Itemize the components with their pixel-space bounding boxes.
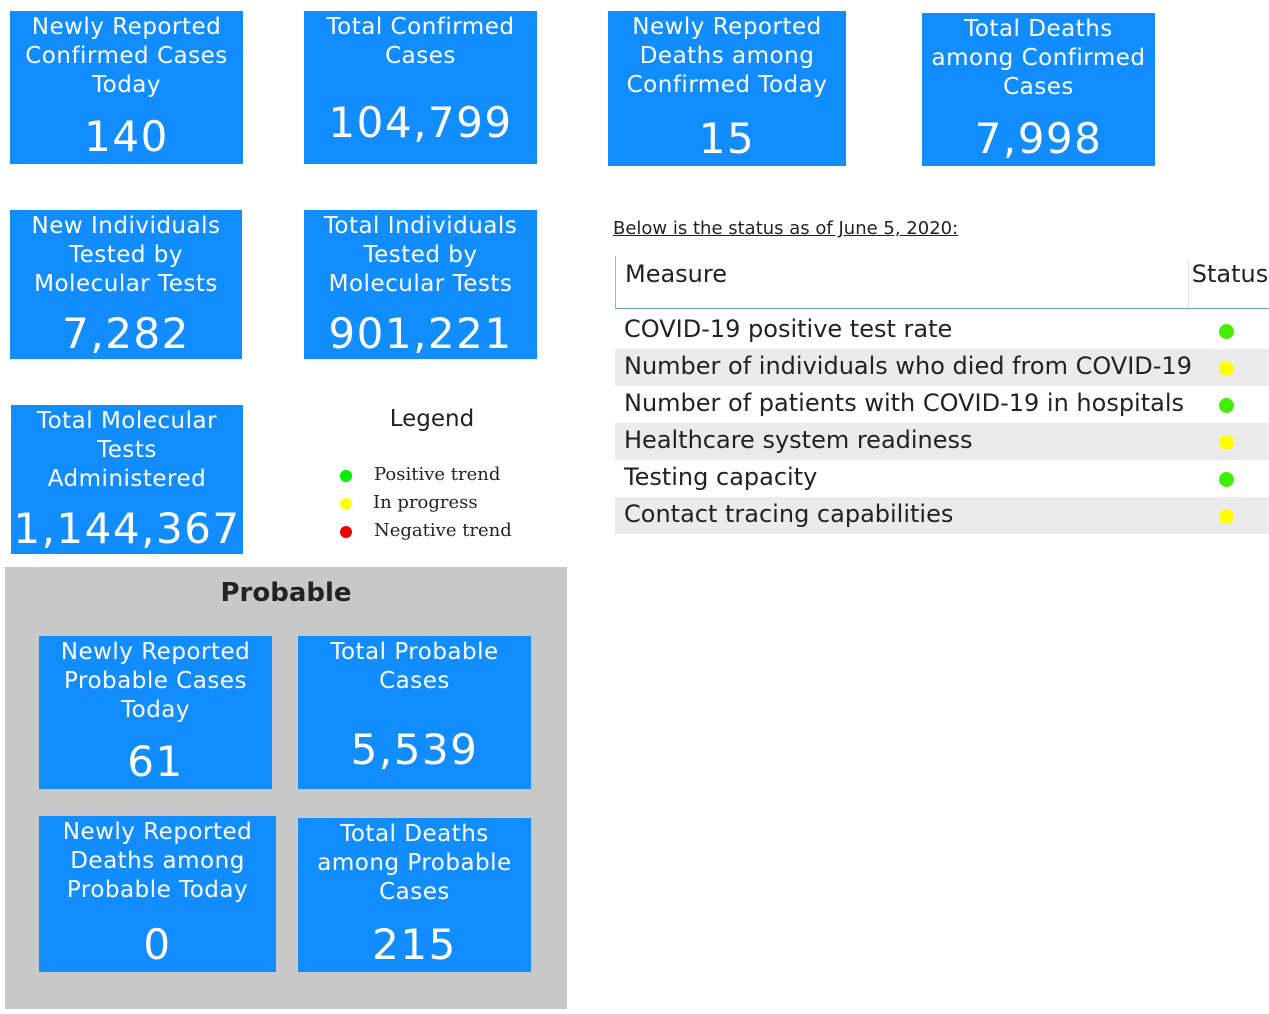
legend-title: Legend [389, 406, 475, 432]
status-dot-icon [1219, 509, 1234, 524]
status-dot-icon [1219, 472, 1234, 487]
kpi-card-total-deaths-confirmed: Total Deaths among Confirmed Cases 7,998 [922, 13, 1155, 166]
kpi-card-total-confirmed: Total Confirmed Cases 104,799 [304, 11, 537, 164]
kpi-value: 15 [698, 114, 756, 163]
kpi-card-new-deaths-confirmed: Newly Reported Deaths among Confirmed To… [608, 11, 846, 166]
legend-label: In progress [373, 492, 478, 513]
kpi-label: Total Probable Cases [330, 639, 499, 694]
kpi-value: 7,282 [62, 309, 190, 358]
legend-label: Negative trend [374, 520, 512, 541]
kpi-value: 215 [372, 920, 457, 969]
measure-cell: Testing capacity [624, 463, 818, 491]
kpi-card-total-probable: Total Probable Cases 5,539 [298, 636, 531, 789]
table-row: Testing capacity [615, 460, 1269, 497]
measure-cell: Number of patients with COVID-19 in hosp… [624, 389, 1185, 417]
kpi-value: 7,998 [974, 114, 1103, 163]
red-dot-icon [340, 526, 352, 538]
kpi-label: Newly Reported Deaths among Probable Tod… [62, 819, 253, 903]
kpi-value: 104,799 [328, 98, 513, 147]
status-table-header: Measure Status [615, 256, 1269, 309]
kpi-value: 901,221 [328, 309, 513, 358]
measure-cell: Contact tracing capabilities [624, 500, 954, 528]
table-row: Number of individuals who died from COVI… [615, 349, 1269, 386]
kpi-value: 0 [143, 920, 172, 969]
column-header-measure[interactable]: Measure [625, 260, 727, 288]
kpi-value: 5,539 [350, 725, 479, 774]
kpi-label: Total Individuals Tested by Molecular Te… [323, 213, 518, 297]
measure-cell: Healthcare system readiness [624, 426, 973, 454]
table-row: Healthcare system readiness [615, 423, 1269, 460]
status-note: Below is the status as of June 5, 2020: [613, 218, 959, 239]
kpi-card-newly-confirmed-today: Newly Reported Confirmed Cases Today 140 [10, 11, 243, 164]
kpi-label: Newly Reported Confirmed Cases Today [25, 14, 228, 98]
green-dot-icon [340, 470, 352, 482]
kpi-label: Total Deaths among Confirmed Cases [931, 16, 1146, 100]
kpi-card-new-tested: New Individuals Tested by Molecular Test… [10, 210, 242, 359]
legend-label: Positive trend [374, 464, 501, 485]
column-header-status[interactable]: Status [1188, 260, 1269, 308]
table-row: Number of patients with COVID-19 in hosp… [615, 386, 1269, 423]
kpi-value: 61 [127, 737, 184, 786]
status-dot-icon [1219, 435, 1234, 450]
table-row: Contact tracing capabilities [615, 497, 1269, 534]
kpi-label: Total Confirmed Cases [326, 14, 515, 69]
kpi-value: 1,144,367 [13, 504, 241, 553]
kpi-card-total-tested: Total Individuals Tested by Molecular Te… [304, 210, 537, 359]
kpi-value: 140 [84, 112, 169, 161]
kpi-card-new-probable-today: Newly Reported Probable Cases Today 61 [39, 636, 272, 789]
status-dot-icon [1219, 361, 1234, 376]
kpi-label: Newly Reported Probable Cases Today [60, 639, 251, 723]
measure-cell: Number of individuals who died from COVI… [624, 352, 1192, 380]
measure-cell: COVID-19 positive test rate [624, 315, 953, 343]
kpi-label: Newly Reported Deaths among Confirmed To… [626, 14, 828, 98]
status-dot-icon [1219, 324, 1234, 339]
probable-title: Probable [220, 578, 352, 608]
yellow-dot-icon [340, 498, 352, 510]
kpi-card-total-molecular-tests: Total Molecular Tests Administered 1,144… [11, 405, 243, 554]
kpi-label: New Individuals Tested by Molecular Test… [31, 213, 221, 297]
kpi-card-new-deaths-probable: Newly Reported Deaths among Probable Tod… [39, 816, 276, 972]
kpi-label: Total Molecular Tests Administered [36, 408, 218, 492]
table-row: COVID-19 positive test rate [615, 312, 1269, 349]
kpi-label: Total Deaths among Probable Cases [317, 821, 512, 905]
status-dot-icon [1219, 398, 1234, 413]
kpi-card-total-deaths-probable: Total Deaths among Probable Cases 215 [298, 818, 531, 972]
